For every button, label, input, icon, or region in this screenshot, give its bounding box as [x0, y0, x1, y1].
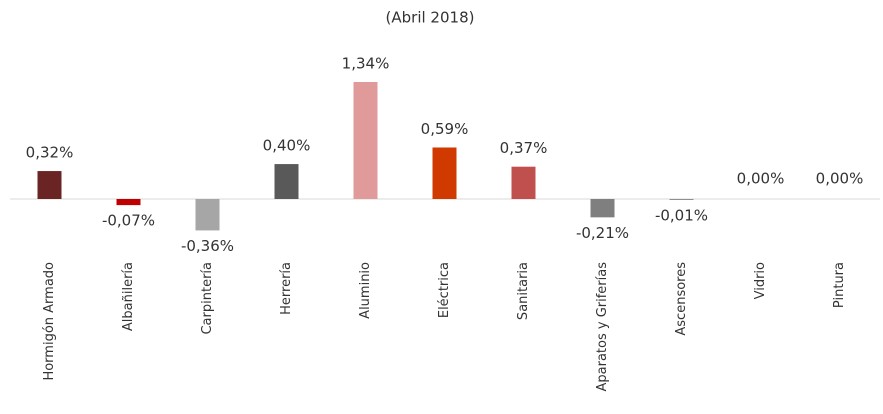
bar	[669, 199, 694, 200]
x-tick-label: Vidrio	[753, 262, 768, 299]
x-tick-label: Aparatos y Griferías	[595, 262, 610, 392]
bar	[274, 164, 299, 199]
x-tick-label: Pintura	[832, 262, 847, 308]
data-label: 0,40%	[263, 137, 311, 155]
data-label: 0,59%	[421, 120, 469, 138]
data-label: -0,21%	[576, 224, 629, 242]
bar	[37, 171, 62, 199]
data-label: -0,36%	[181, 237, 234, 255]
bar	[116, 199, 141, 206]
data-label: 0,00%	[816, 170, 864, 188]
bar	[511, 166, 536, 199]
x-tick-label: Carpintería	[200, 262, 215, 335]
data-label: 0,32%	[26, 144, 74, 162]
chart-title: (Abril 2018)	[386, 9, 475, 27]
bar	[195, 199, 220, 231]
bar	[353, 82, 378, 199]
x-tick-label: Herrería	[279, 262, 294, 315]
data-label: 0,37%	[500, 139, 548, 157]
data-label: 1,34%	[342, 55, 390, 73]
data-label: 0,00%	[737, 170, 785, 188]
data-label: -0,01%	[655, 206, 708, 224]
bar	[432, 147, 457, 199]
data-label: -0,07%	[102, 212, 155, 230]
x-tick-label: Ascensores	[674, 262, 689, 336]
x-tick-label: Albañilería	[121, 262, 136, 331]
x-tick-label: Sanitaria	[516, 262, 531, 320]
x-tick-label: Eléctrica	[437, 262, 452, 318]
bar	[590, 199, 615, 218]
x-tick-label: Hormigón Armado	[42, 262, 57, 381]
x-tick-label: Aluminio	[358, 262, 373, 319]
